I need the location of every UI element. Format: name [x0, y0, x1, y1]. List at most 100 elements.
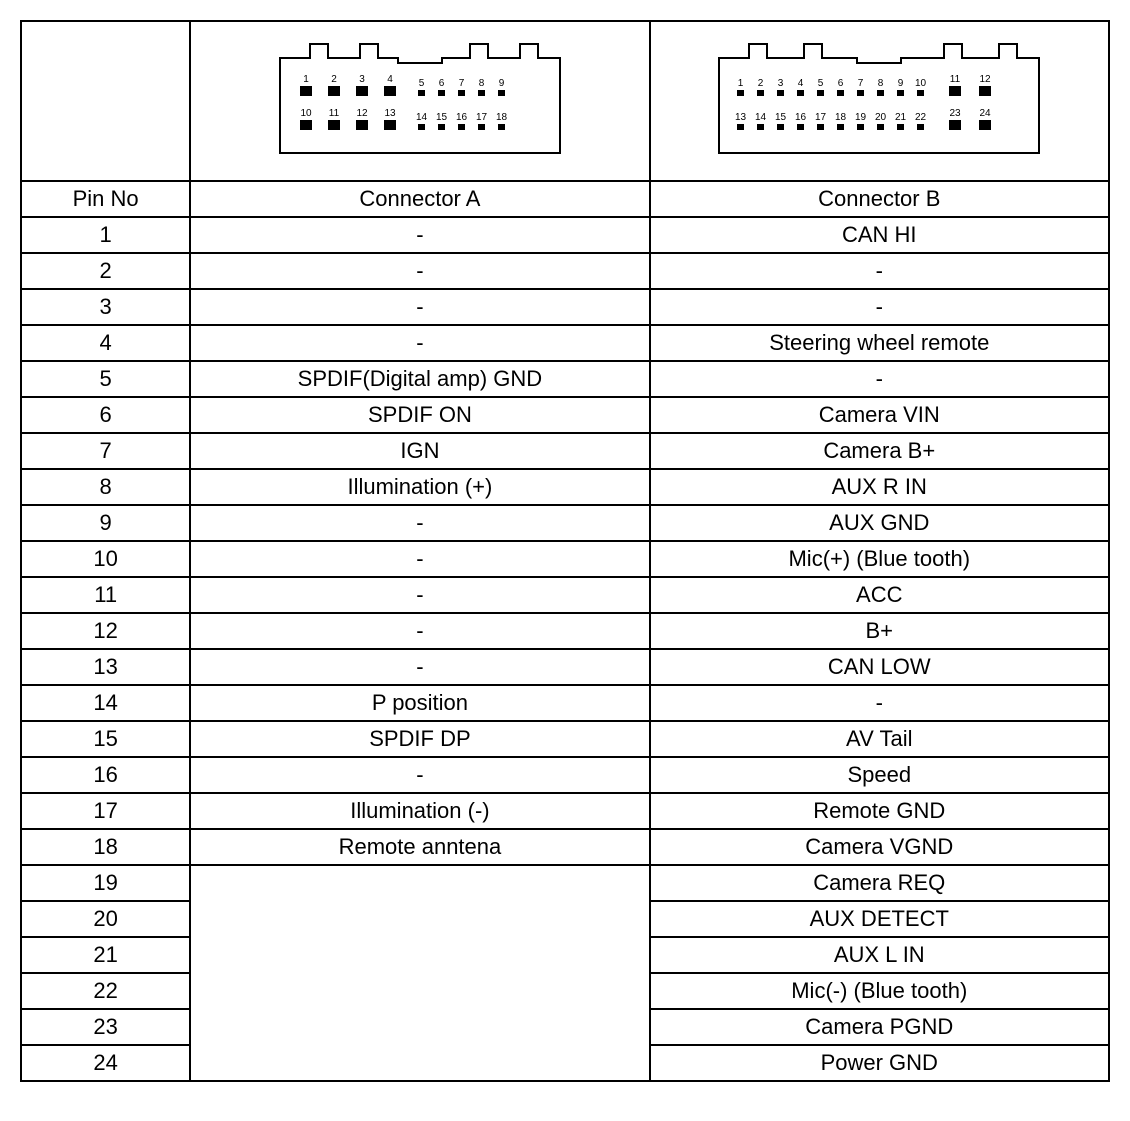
- connector-pin-label: 20: [875, 112, 887, 123]
- connector-pin: 8: [877, 78, 884, 96]
- connector-pin-label: 2: [331, 74, 337, 85]
- table-row: 18Remote anntenaCamera VGND: [21, 829, 1109, 865]
- connector-b-cell: Speed: [650, 757, 1109, 793]
- connector-pin: 24: [979, 108, 991, 130]
- connector-b-cell: -: [650, 685, 1109, 721]
- connector-pin-label: 21: [895, 112, 907, 123]
- connector-pin: 7: [857, 78, 864, 96]
- connector-b-cell: -: [650, 361, 1109, 397]
- table-row: 1-CAN HI: [21, 217, 1109, 253]
- connector-pin-label: 10: [300, 108, 312, 119]
- connector-pin: 13: [384, 108, 396, 130]
- connector-a-cell: Remote anntena: [190, 829, 649, 865]
- table-row: 14P position-: [21, 685, 1109, 721]
- connector-diagram-a: 123456789101112131415161718: [270, 38, 570, 158]
- connector-pin-label: 24: [980, 108, 992, 119]
- connector-pin-label: 17: [476, 112, 488, 123]
- connector-pin-label: 15: [436, 112, 448, 123]
- connector-pin: 14: [416, 112, 428, 130]
- connector-b-cell: AUX DETECT: [650, 901, 1109, 937]
- connector-a-cell: -: [190, 253, 649, 289]
- connector-a-cell: SPDIF(Digital amp) GND: [190, 361, 649, 397]
- connector-b-cell: Camera B+: [650, 433, 1109, 469]
- connector-b-cell: -: [650, 253, 1109, 289]
- connector-pin-label: 3: [778, 78, 784, 89]
- connector-pin: 10: [915, 78, 927, 96]
- table-row: 2--: [21, 253, 1109, 289]
- header-connector-b: Connector B: [650, 181, 1109, 217]
- table-row: 15SPDIF DPAV Tail: [21, 721, 1109, 757]
- header-row: Pin No Connector A Connector B: [21, 181, 1109, 217]
- connector-pin: 12: [979, 74, 991, 96]
- pin-number-cell: 7: [21, 433, 190, 469]
- connector-pin-label: 1: [738, 78, 744, 89]
- connector-pin: 6: [438, 78, 445, 96]
- connector-pin: 17: [476, 112, 488, 130]
- connector-pin-label: 7: [858, 78, 864, 89]
- connector-pin-label: 22: [915, 112, 927, 123]
- connector-pin: 4: [797, 78, 804, 96]
- pin-number-cell: 11: [21, 577, 190, 613]
- connector-pin: 11: [949, 74, 961, 96]
- pin-number-cell: 9: [21, 505, 190, 541]
- connector-pin: 13: [735, 112, 747, 130]
- connector-b-cell: ACC: [650, 577, 1109, 613]
- connector-b-cell: AUX R IN: [650, 469, 1109, 505]
- connector-pin: 16: [795, 112, 807, 130]
- connector-pin-label: 9: [898, 78, 904, 89]
- pin-number-cell: 22: [21, 973, 190, 1009]
- pin-number-cell: 3: [21, 289, 190, 325]
- connector-b-cell: AUX L IN: [650, 937, 1109, 973]
- connector-pin: 14: [755, 112, 767, 130]
- connector-b-cell: AUX GND: [650, 505, 1109, 541]
- connector-pin-label: 12: [356, 108, 368, 119]
- connector-pin: 3: [356, 74, 368, 96]
- connector-a-cell: -: [190, 325, 649, 361]
- connector-pin-label: 17: [815, 112, 827, 123]
- connector-pin-label: 2: [758, 78, 764, 89]
- connector-pin-label: 11: [950, 74, 961, 85]
- connector-pin: 18: [835, 112, 847, 130]
- connector-pin-label: 7: [459, 78, 465, 89]
- connector-a-cell: SPDIF DP: [190, 721, 649, 757]
- connector-pin: 10: [300, 108, 312, 130]
- connector-a-merged-blank: [190, 865, 649, 1081]
- connector-a-cell: Illumination (-): [190, 793, 649, 829]
- connector-pin: 17: [815, 112, 827, 130]
- table-row: 17Illumination (-)Remote GND: [21, 793, 1109, 829]
- connector-a-cell: -: [190, 289, 649, 325]
- connector-pin-label: 18: [496, 112, 508, 123]
- connector-pin: 20: [875, 112, 887, 130]
- connector-diagram-b: 123456789101112131415161718192021222324: [709, 38, 1049, 158]
- connector-b-cell: Power GND: [650, 1045, 1109, 1081]
- connector-pin-label: 4: [798, 78, 804, 89]
- connector-pin-label: 11: [329, 108, 340, 119]
- connector-pin-label: 15: [775, 112, 787, 123]
- connector-pin: 11: [328, 108, 340, 130]
- pin-number-cell: 12: [21, 613, 190, 649]
- pinout-table: 123456789101112131415161718 123456789101…: [20, 20, 1110, 1082]
- pin-number-cell: 10: [21, 541, 190, 577]
- connector-pin: 23: [949, 108, 961, 130]
- connector-pin-label: 4: [387, 74, 393, 85]
- connector-a-cell: -: [190, 541, 649, 577]
- connector-pin: 4: [384, 74, 396, 96]
- connector-b-cell: -: [650, 289, 1109, 325]
- connector-pin: 3: [777, 78, 784, 96]
- connector-pin-label: 19: [855, 112, 867, 123]
- connector-a-cell: -: [190, 505, 649, 541]
- pin-number-cell: 6: [21, 397, 190, 433]
- connector-pin: 8: [478, 78, 485, 96]
- pin-number-cell: 14: [21, 685, 190, 721]
- table-row: 11-ACC: [21, 577, 1109, 613]
- connector-pin: 18: [496, 112, 508, 130]
- connector-pin: 1: [737, 78, 744, 96]
- connector-pin-label: 14: [416, 112, 428, 123]
- connector-pin: 19: [855, 112, 867, 130]
- connector-pin: 2: [757, 78, 764, 96]
- diagram-cell-blank: [21, 21, 190, 181]
- header-connector-a: Connector A: [190, 181, 649, 217]
- connector-b-cell: Steering wheel remote: [650, 325, 1109, 361]
- connector-pin: 21: [895, 112, 907, 130]
- pin-number-cell: 17: [21, 793, 190, 829]
